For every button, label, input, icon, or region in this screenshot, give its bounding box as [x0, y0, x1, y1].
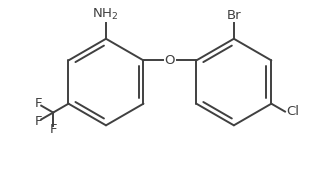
- Text: F: F: [35, 97, 42, 111]
- Text: NH$_2$: NH$_2$: [92, 7, 118, 22]
- Text: O: O: [165, 54, 175, 67]
- Text: Br: Br: [226, 9, 241, 22]
- Text: F: F: [35, 115, 42, 128]
- Text: Cl: Cl: [286, 105, 299, 118]
- Text: F: F: [50, 123, 57, 136]
